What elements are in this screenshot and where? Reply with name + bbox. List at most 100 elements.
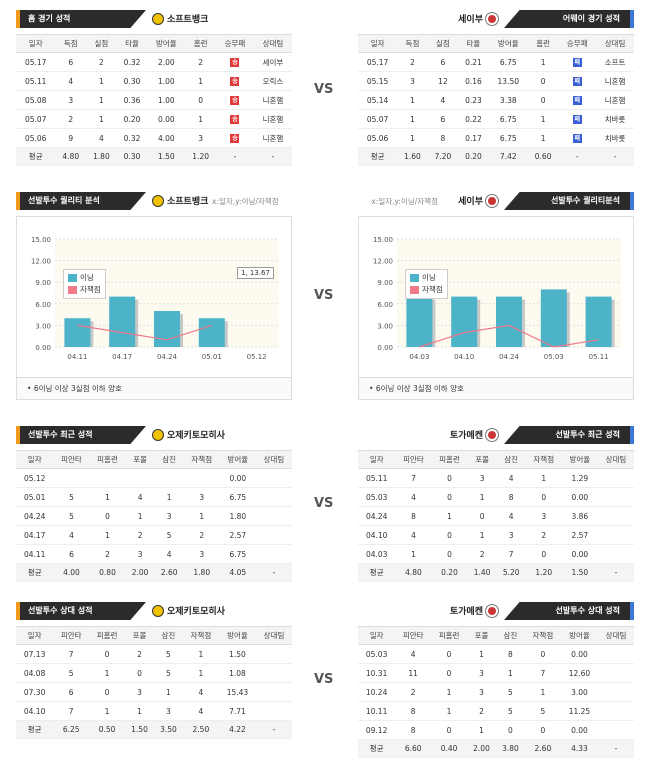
- column-header: 자책점: [525, 450, 562, 469]
- table-row: 07.30 6 0 3 1 4 15.43: [16, 682, 292, 702]
- y-tick-label: 12.00: [31, 258, 51, 266]
- table-cell: 1: [467, 487, 497, 507]
- table-cell: -: [596, 147, 634, 166]
- table-cell: 0: [89, 506, 126, 526]
- table-cell: 1: [527, 52, 559, 72]
- table-cell: 7.71: [218, 701, 257, 721]
- vs-left-table: 일자 피안타 피홈런 포볼 삼진 자책점 방어율 상대팀 07.13 7 0 2 5 1 1.50 04.08…: [16, 626, 292, 739]
- table-cell: 05.12: [16, 468, 54, 488]
- y-tick-label: 9.00: [35, 279, 51, 287]
- softbank-logo-icon: [152, 428, 164, 441]
- table-cell: 8: [395, 701, 432, 721]
- table-cell: 1: [397, 90, 428, 110]
- result-badge: 승: [230, 115, 240, 124]
- table-cell: 0: [524, 644, 561, 664]
- recent-right-table: 일자 피안타 피홈런 포볼 삼진 자책점 방어율 상대팀 05.11 7 0 3 4 1 1.29 05.03…: [358, 450, 634, 582]
- table-row: 04.17 4 1 2 5 2 2.57: [16, 525, 292, 545]
- column-header: 방어율: [219, 450, 256, 469]
- table-cell: 니혼햄: [253, 90, 292, 110]
- table-cell: 6.75: [488, 109, 528, 129]
- table-cell: 1: [495, 663, 525, 683]
- table-cell: 3: [125, 544, 155, 564]
- x-tick-label: 04.11: [67, 353, 87, 361]
- table-cell: 1: [154, 487, 184, 507]
- table-cell: 10.11: [358, 701, 396, 721]
- table-cell: 평균: [358, 147, 398, 166]
- table-cell: 0: [527, 71, 559, 91]
- legend-inning-label: 이닝: [422, 273, 436, 282]
- table-cell: 4.00: [53, 563, 90, 582]
- table-cell: 패: [558, 71, 597, 91]
- table-cell: 3: [185, 128, 216, 148]
- table-row: 09.12 8 0 1 0 0 0.00: [358, 720, 634, 740]
- table-cell: 4: [55, 71, 87, 91]
- y-tick-label: 3.00: [35, 322, 51, 330]
- table-cell: [53, 468, 90, 488]
- quality-left-chart: 0.00 3.00 6.00 9.00 12.00 15.00 04.11 04.17 04.2…: [16, 216, 292, 378]
- table-cell: 1: [525, 468, 562, 488]
- result-badge: 승: [230, 58, 240, 67]
- table-row: 05.14 1 4 0.23 3.38 0 패 니혼햄: [358, 90, 634, 110]
- quality-right-panel: 선발투수 퀄리티분석 세이부 x:일자,y:이닝/자책점 0.00 3.00 6.0…: [358, 192, 634, 400]
- table-cell: 6: [427, 109, 459, 129]
- table-row: 05.03 4 0 1 8 0 0.00: [358, 487, 634, 507]
- column-header: 삼진: [153, 626, 183, 645]
- table-cell: [597, 487, 634, 507]
- table-cell: [256, 701, 292, 721]
- x-tick-label: 05.03: [544, 353, 564, 361]
- table-cell: 평균: [16, 720, 54, 739]
- table-cell: 0.20: [458, 147, 489, 166]
- table-cell: 4: [395, 487, 432, 507]
- table-cell: 승: [215, 52, 254, 72]
- table-cell: 4.33: [560, 739, 599, 758]
- table-cell: 2: [125, 644, 154, 664]
- table-cell: 4: [125, 487, 155, 507]
- average-row: 평균 1.60 7.20 0.20 7.42 0.60- -: [358, 147, 634, 166]
- column-header: 방어율: [560, 626, 599, 645]
- y-tick-label: 0.00: [377, 344, 393, 352]
- table-cell: 1: [182, 663, 219, 683]
- table-cell: [154, 468, 184, 488]
- table-cell: 05.03: [358, 487, 396, 507]
- table-cell: 평균: [16, 563, 54, 582]
- table-cell: 2: [183, 525, 220, 545]
- table-cell: 0.60: [527, 147, 559, 166]
- vs-left-panel: 선발투수 상대 성적 오제키토모히사 일자 피안타 피홈런 포볼 삼진 자책점 방어율 상대팀…: [16, 602, 292, 739]
- table-cell: 6: [53, 544, 90, 564]
- table-cell: 6.75: [219, 544, 256, 564]
- vs-right-table: 일자 피안타 피홈런 포볼 삼진 자책점 방어율 상대팀 05.03 4 0 1 8 0 0.00 10.31…: [358, 626, 634, 758]
- table-cell: 0.16: [458, 71, 489, 91]
- away-record-header: 어웨이 경기 성적 세이부: [358, 10, 634, 28]
- table-cell: 6.75: [488, 52, 528, 72]
- table-cell: 4: [182, 701, 219, 721]
- quality-left-header: 선발투수 퀄리티 분석 소프트뱅크 x:일자,y:이닝/자책점: [16, 192, 292, 210]
- table-cell: 0: [89, 644, 126, 664]
- table-cell: 1.80: [86, 147, 117, 166]
- table-row: 04.08 5 1 0 5 1 1.08: [16, 663, 292, 683]
- table-row: 05.12 0.00: [16, 468, 292, 488]
- y-tick-label: 15.00: [31, 236, 51, 244]
- quality-left-title: 선발투수 퀄리티 분석: [16, 192, 146, 210]
- table-cell: [255, 544, 292, 564]
- table-cell: 1.40: [467, 563, 497, 582]
- column-header: 방어율: [147, 34, 186, 53]
- table-cell: 1: [395, 544, 432, 564]
- result-badge: 패: [572, 115, 582, 124]
- column-header: 상대팀: [255, 450, 292, 469]
- table-row: 10.11 8 1 2 5 5 11.25: [358, 701, 634, 721]
- table-row: 05.15 3 12 0.16 13.50 0 패 니혼햄: [358, 71, 634, 91]
- table-cell: 1: [89, 701, 126, 721]
- table-cell: 0.22: [458, 109, 489, 129]
- average-row: 평균 4.00 0.80 2.00 2.60 1.80 4.05-: [16, 563, 292, 582]
- table-cell: 2.00: [467, 739, 496, 758]
- table-cell: 2: [89, 544, 126, 564]
- table-cell: 04.03: [358, 544, 396, 564]
- table-cell: 05.07: [16, 109, 56, 129]
- result-badge: 패: [572, 134, 582, 143]
- table-cell: 1.00: [147, 90, 186, 110]
- table-cell: 0: [431, 544, 468, 564]
- column-header: 포볼: [467, 450, 497, 469]
- table-cell: [89, 468, 126, 488]
- table-cell: 7.20: [427, 147, 459, 166]
- table-cell: 6.75: [488, 128, 528, 148]
